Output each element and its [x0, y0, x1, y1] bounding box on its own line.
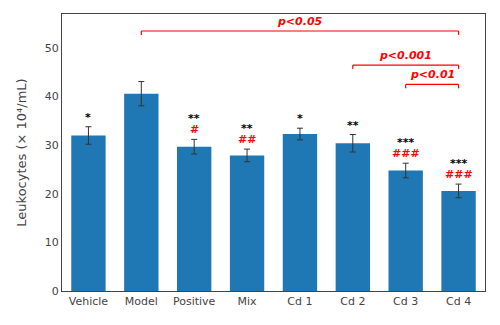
- svg-text:Leukocytes (× 10⁴/mL): Leukocytes (× 10⁴/mL): [14, 78, 29, 226]
- svg-text:**: **: [347, 119, 359, 132]
- svg-text:10: 10: [45, 236, 59, 249]
- svg-text:Vehicle: Vehicle: [69, 295, 109, 308]
- svg-text:**: **: [241, 122, 253, 135]
- svg-text:Cd 3: Cd 3: [393, 295, 418, 308]
- svg-text:Cd 1: Cd 1: [287, 295, 312, 308]
- svg-text:20: 20: [45, 188, 59, 201]
- svg-text:##: ##: [238, 133, 256, 146]
- svg-text:50: 50: [45, 42, 59, 55]
- svg-text:Cd 2: Cd 2: [340, 295, 365, 308]
- svg-text:###: ###: [392, 147, 420, 160]
- svg-text:Cd 4: Cd 4: [446, 295, 471, 308]
- svg-text:*: *: [85, 111, 91, 124]
- svg-text:40: 40: [45, 90, 59, 103]
- svg-text:p<0.01: p<0.01: [410, 68, 455, 81]
- svg-text:*: *: [297, 112, 303, 125]
- svg-text:Model: Model: [125, 295, 158, 308]
- svg-text:**: **: [188, 112, 200, 125]
- svg-text:0: 0: [52, 285, 59, 298]
- svg-text:Mix: Mix: [238, 295, 258, 308]
- svg-text:p<0.05: p<0.05: [277, 15, 323, 28]
- svg-text:30: 30: [45, 139, 59, 152]
- svg-text:***: ***: [397, 136, 415, 149]
- svg-text:p<0.001: p<0.001: [379, 49, 432, 62]
- svg-text:###: ###: [445, 168, 473, 181]
- svg-text:***: ***: [450, 157, 468, 170]
- svg-text:Positive: Positive: [173, 295, 216, 308]
- svg-text:#: #: [190, 123, 199, 136]
